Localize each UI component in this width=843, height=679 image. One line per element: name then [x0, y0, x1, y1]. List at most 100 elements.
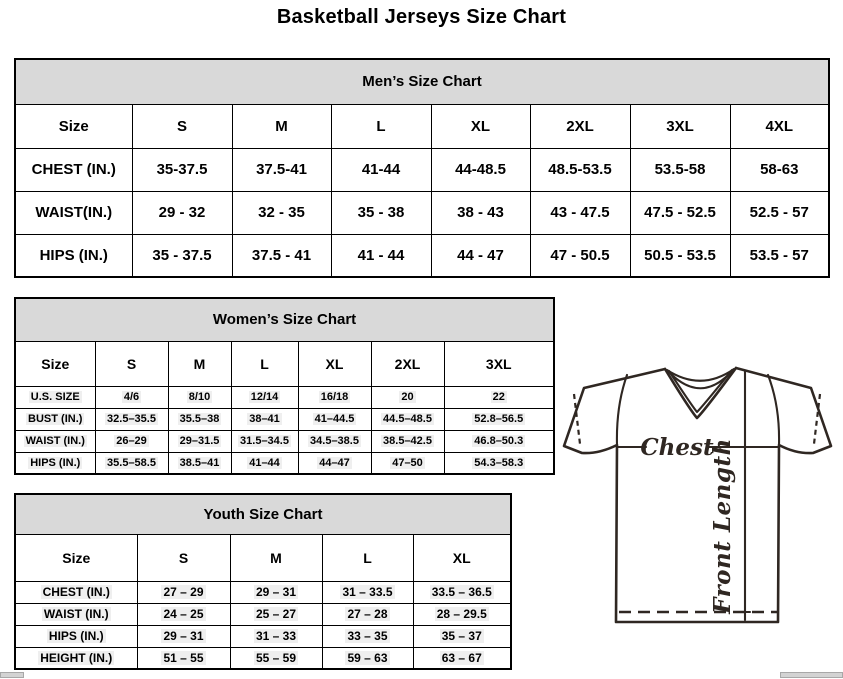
size-value-cell: 35 – 37: [412, 624, 512, 648]
size-value: 53.5 - 57: [749, 246, 809, 264]
size-table: Youth Size Chart Size S M L XL CHEST (IN.) 27 –…: [14, 493, 512, 670]
size-value: 22: [490, 391, 507, 403]
size-value-cell: 54.3–58.3: [443, 451, 555, 475]
row-label-cell: U.S. SIZE: [14, 385, 96, 409]
size-value: 41–44: [247, 456, 282, 469]
size-value-cell: 33.5 – 36.5: [412, 580, 512, 604]
row-label-cell: HIPS (IN.): [14, 233, 133, 278]
size-value-cell: 55 – 59: [229, 646, 323, 670]
size-value: 50.5 - 53.5: [644, 246, 716, 264]
horizontal-scrollbar-left-fragment[interactable]: [0, 672, 24, 678]
size-value-cell: 44.5–48.5: [370, 407, 445, 431]
size-value-cell: 50.5 - 53.5: [629, 233, 731, 278]
column-header: 3XL: [629, 103, 731, 149]
size-value: 35 – 37: [439, 629, 484, 643]
size-value: 41–44.5: [312, 413, 357, 425]
size-value-cell: 53.5 - 57: [729, 233, 830, 278]
size-value-cell: 29 - 32: [131, 190, 233, 235]
row-label: HIPS (IN.): [28, 456, 83, 469]
size-value-cell: 20: [370, 385, 445, 409]
size-value: 33 – 35: [345, 629, 390, 643]
size-value-cell: 41 - 44: [330, 233, 432, 278]
row-label-cell: WAIST (IN.): [14, 429, 96, 453]
youth-size-chart-section: Youth Size Chart Size S M L XL CHEST (IN.) 27 –…: [14, 493, 512, 670]
size-value-cell: 35 - 37.5: [131, 233, 233, 278]
table-title: Women’s Size Chart: [14, 297, 555, 342]
size-value-cell: 22: [443, 385, 555, 409]
page-title: Basketball Jerseys Size Chart: [276, 6, 567, 28]
size-value-cell: 28 – 29.5: [412, 602, 512, 626]
size-value: 28 – 29.5: [434, 607, 489, 621]
size-value: 41-44: [361, 161, 401, 178]
size-value-cell: 26–29: [94, 429, 169, 453]
table-row: U.S. SIZE 4/6 8/10 12/14 16/18 20 22: [14, 385, 555, 409]
size-value: 37.5 - 41: [251, 246, 312, 264]
size-value: 31 – 33.5: [340, 585, 395, 599]
row-label: HEIGHT (IN.): [38, 650, 115, 665]
size-value: 24 – 25: [161, 607, 206, 621]
column-header: 2XL: [370, 340, 445, 387]
row-label-cell: HIPS (IN.): [14, 624, 138, 648]
size-value-cell: 31 – 33.5: [321, 580, 414, 604]
jersey-measurement-diagram-icon: Chest Front Length: [562, 366, 833, 624]
size-value: 20: [399, 391, 416, 403]
size-value: 32 - 35: [258, 204, 305, 221]
size-value: 29–31.5: [177, 435, 222, 447]
jersey-collar-arc-2: [666, 368, 735, 390]
size-value-cell: 33 – 35: [321, 624, 414, 648]
jersey-right-seam: [766, 373, 781, 447]
size-value-cell: 52.5 - 57: [729, 190, 830, 235]
mens-size-chart-section: Men’s Size Chart Size S M L XL 2XL 3XL 4XL CHEST …: [14, 58, 830, 278]
size-value-cell: 31.5–34.5: [230, 429, 299, 453]
table-title: Youth Size Chart: [14, 493, 512, 535]
size-value-cell: 44 - 47: [430, 233, 531, 278]
size-value: 37.5-41: [256, 161, 307, 178]
column-header: M: [167, 340, 232, 387]
size-value: 33.5 – 36.5: [429, 585, 494, 599]
size-value: 38 - 43: [457, 204, 504, 221]
chest-label: Chest: [640, 434, 714, 461]
jersey-left-seam: [615, 373, 629, 447]
size-value-cell: 4/6: [94, 385, 169, 409]
row-label: HIPS (IN.): [46, 629, 106, 643]
size-value-cell: 8/10: [167, 385, 232, 409]
size-value-cell: 59 – 63: [321, 646, 414, 670]
size-value-cell: 47 - 50.5: [529, 233, 631, 278]
horizontal-scrollbar-thumb-fragment[interactable]: [780, 672, 843, 678]
size-value-cell: 35-37.5: [131, 147, 233, 192]
table-row: CHEST (IN.) 35-37.5 37.5-41 41-44 44-48.5 48.…: [14, 147, 830, 192]
size-value: 31 – 33: [253, 629, 299, 643]
table-row: BUST (IN.) 32.5–35.5 35.5–38 38–41 41–44.5 44…: [14, 407, 555, 431]
size-value: 29 – 31: [253, 585, 299, 599]
column-header: XL: [430, 103, 531, 149]
size-value-cell: 16/18: [297, 385, 372, 409]
size-value-cell: 31 – 33: [229, 624, 323, 648]
size-value: 59 – 63: [345, 650, 390, 665]
size-value: 31.5–34.5: [238, 435, 291, 447]
size-corner-label: Size: [14, 533, 138, 582]
row-label: WAIST(IN.): [35, 204, 113, 221]
table-row: HEIGHT (IN.) 51 – 55 55 – 59 59 – 63 63 – 67: [14, 646, 512, 670]
column-header: 4XL: [729, 103, 830, 149]
size-value: 48.5-53.5: [548, 161, 612, 178]
row-label-cell: CHEST (IN.): [14, 580, 138, 604]
size-value: 44.5–48.5: [381, 413, 434, 425]
row-label-cell: HEIGHT (IN.): [14, 646, 138, 670]
size-value-cell: 37.5-41: [231, 147, 332, 192]
size-value: 27 – 29: [161, 585, 206, 599]
size-value: 34.5–38.5: [308, 435, 361, 447]
size-table: Men’s Size Chart Size S M L XL 2XL 3XL 4XL CHEST …: [14, 58, 830, 278]
row-label-cell: WAIST(IN.): [14, 190, 133, 235]
size-value: 27 – 28: [345, 607, 390, 621]
size-value-cell: 35.5–38: [167, 407, 232, 431]
table-row: HIPS (IN.) 29 – 31 31 – 33 33 – 35 35 – 37: [14, 624, 512, 648]
row-label: CHEST (IN.): [40, 585, 112, 599]
size-value: 12/14: [248, 391, 281, 403]
column-header: S: [94, 340, 169, 387]
size-corner-label: Size: [14, 103, 133, 149]
size-value: 38.5–42.5: [381, 435, 434, 447]
row-label: HIPS (IN.): [39, 246, 108, 264]
column-header: XL: [412, 533, 512, 582]
size-value-cell: 46.8–50.3: [443, 429, 555, 453]
size-value-cell: 44-48.5: [430, 147, 531, 192]
